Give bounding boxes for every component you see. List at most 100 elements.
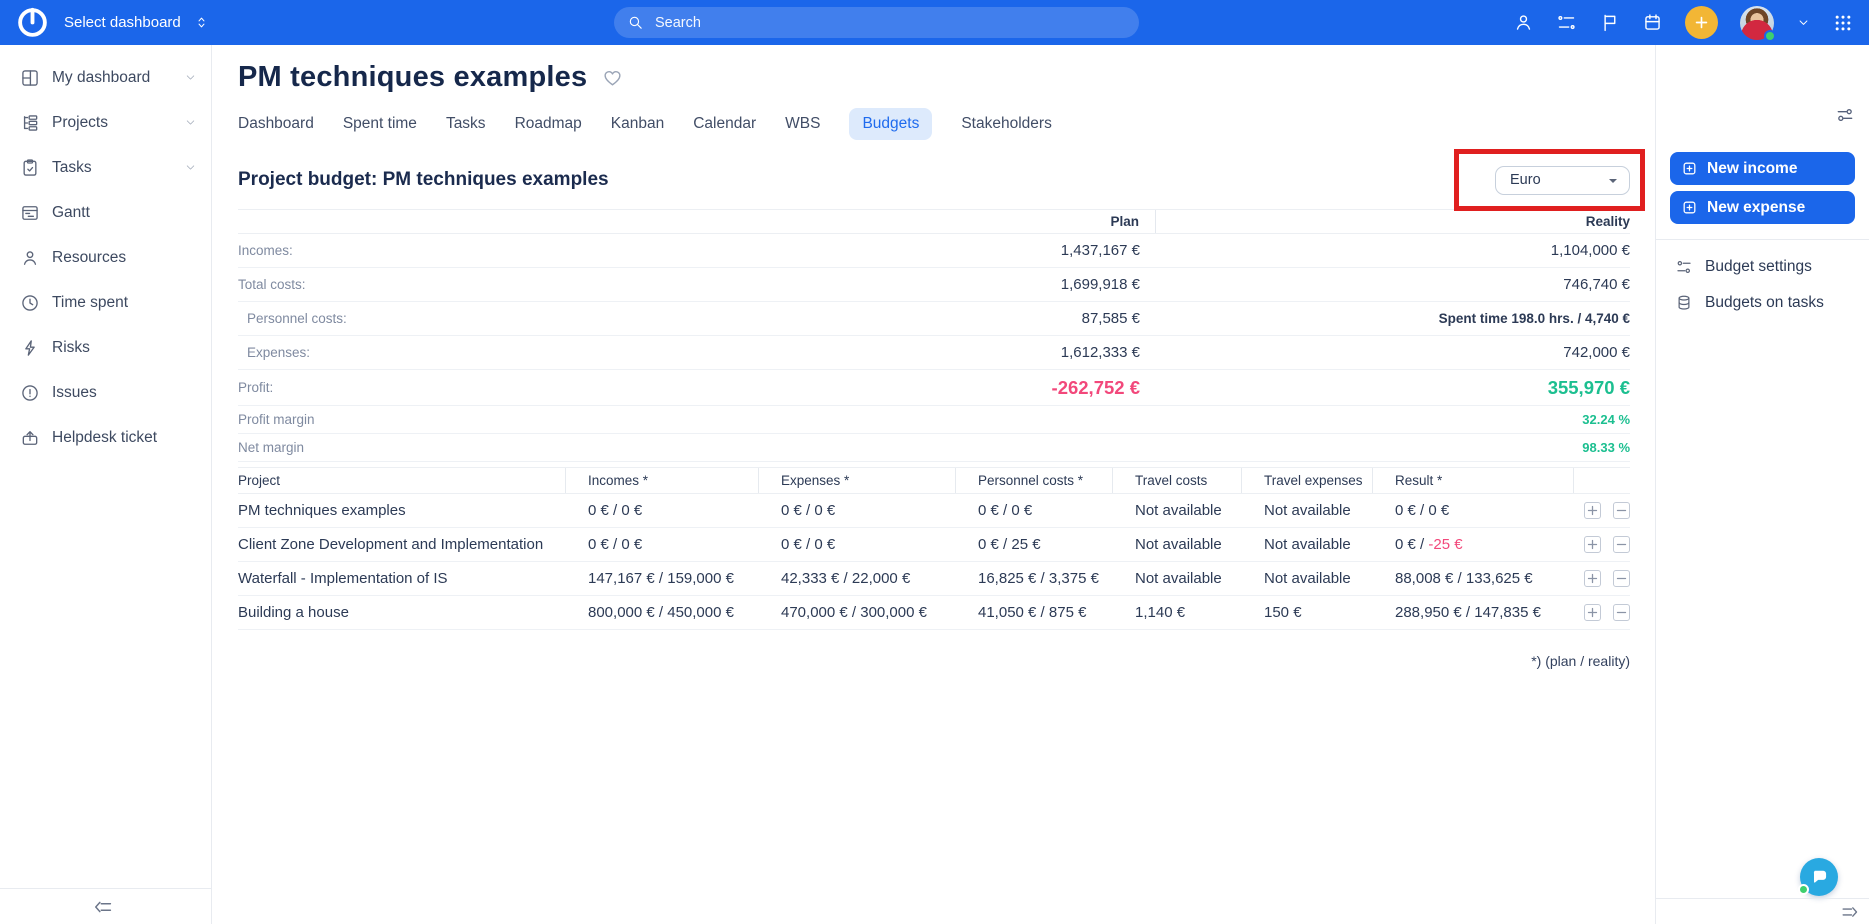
online-status-dot bbox=[1764, 29, 1776, 42]
new-income-button[interactable]: New income bbox=[1670, 152, 1855, 185]
budget-settings-link[interactable]: Budget settings bbox=[1670, 258, 1855, 276]
add-button[interactable] bbox=[1685, 6, 1718, 39]
row-label: Personnel costs: bbox=[247, 311, 347, 326]
expenses-cell: 470,000 € / 300,000 € bbox=[781, 604, 927, 621]
plan-value: 87,585 € bbox=[1081, 310, 1140, 327]
personnel-costs-cell: 16,825 € / 3,375 € bbox=[978, 570, 1099, 587]
global-search[interactable] bbox=[614, 7, 1139, 38]
table-row: Client Zone Development and Implementati… bbox=[238, 528, 1630, 562]
sort-chevrons-icon bbox=[198, 17, 205, 28]
chevron-down-icon[interactable] bbox=[1796, 15, 1811, 30]
clock-icon bbox=[22, 294, 38, 311]
tab-spent-time[interactable]: Spent time bbox=[342, 115, 417, 132]
dashboard-selector-label: Select dashboard bbox=[64, 14, 181, 31]
result-cell: 288,950 € / 147,835 € bbox=[1395, 604, 1541, 621]
row-actions bbox=[1574, 502, 1630, 519]
search-icon bbox=[629, 16, 642, 29]
add-row-button[interactable] bbox=[1584, 536, 1601, 553]
negative-result-value: -25 € bbox=[1428, 536, 1463, 553]
plan-reality-footnote: *) (plan / reality) bbox=[1531, 653, 1630, 669]
new-expense-button[interactable]: New expense bbox=[1670, 191, 1855, 224]
personnel-costs-cell: 0 € / 25 € bbox=[978, 536, 1041, 553]
collapse-left-icon[interactable] bbox=[93, 896, 115, 918]
expand-right-icon[interactable] bbox=[1839, 902, 1859, 922]
tab-roadmap[interactable]: Roadmap bbox=[514, 115, 582, 132]
travel-expenses-cell: Not available bbox=[1264, 536, 1351, 553]
result-cell: 0 € / -25 € bbox=[1395, 536, 1463, 553]
gantt-icon bbox=[22, 205, 38, 220]
tasks-icon bbox=[23, 158, 37, 176]
plan-value: 1,437,167 € bbox=[1060, 242, 1140, 259]
favorite-heart-icon[interactable] bbox=[602, 67, 623, 88]
col-header-actions bbox=[1574, 468, 1630, 493]
add-row-button[interactable] bbox=[1584, 502, 1601, 519]
apps-grid-icon[interactable] bbox=[1833, 13, 1853, 33]
col-header-travel-expenses: Travel expenses bbox=[1242, 468, 1373, 493]
row-label: Total costs: bbox=[238, 277, 306, 292]
budgets-on-tasks-link[interactable]: Budgets on tasks bbox=[1670, 294, 1855, 312]
chat-widget-button[interactable] bbox=[1798, 858, 1838, 896]
budgets-on-tasks-label: Budgets on tasks bbox=[1705, 294, 1824, 311]
currency-select[interactable]: Euro bbox=[1495, 165, 1630, 195]
resources-icon bbox=[23, 250, 37, 265]
row-actions bbox=[1574, 536, 1630, 553]
panel-tools bbox=[1670, 45, 1855, 125]
tab-budgets[interactable]: Budgets bbox=[849, 108, 933, 140]
app-logo-icon[interactable] bbox=[16, 6, 49, 39]
sidebar-item-tasks[interactable]: Tasks bbox=[0, 145, 211, 190]
summary-row-profit: Profit: -262,752 € 355,970 € bbox=[238, 370, 1630, 406]
budget-header: Project budget: PM techniques examples E… bbox=[238, 148, 1645, 211]
checklist-icon[interactable] bbox=[1556, 12, 1577, 33]
remove-row-button[interactable] bbox=[1613, 536, 1630, 553]
boxed-plus-icon bbox=[1683, 201, 1696, 214]
projects-table-header: Project Incomes * Expenses * Personnel c… bbox=[238, 467, 1630, 494]
sidebar-item-label: Issues bbox=[52, 383, 97, 401]
search-input[interactable] bbox=[653, 13, 1126, 32]
tab-wbs[interactable]: WBS bbox=[785, 115, 821, 132]
tab-stakeholders[interactable]: Stakeholders bbox=[961, 115, 1052, 132]
helpdesk-icon bbox=[22, 430, 38, 445]
result-cell: 0 € / 0 € bbox=[1395, 502, 1450, 519]
reality-value: 32.24 % bbox=[1582, 412, 1630, 427]
tab-kanban[interactable]: Kanban bbox=[610, 115, 665, 132]
summary-row-total-costs: Total costs: 1,699,918 € 746,740 € bbox=[238, 268, 1630, 302]
add-row-button[interactable] bbox=[1584, 570, 1601, 587]
plus-icon bbox=[1695, 16, 1708, 29]
flag-icon[interactable] bbox=[1599, 12, 1620, 33]
reality-value: 1,104,000 € bbox=[1550, 242, 1630, 259]
sidebar-item-risks[interactable]: Risks bbox=[0, 325, 211, 370]
col-header-incomes: Incomes * bbox=[566, 468, 759, 493]
sidebar-item-my-dashboard[interactable]: My dashboard bbox=[0, 55, 211, 100]
summary-row-net-margin: Net margin 98.33 % bbox=[238, 434, 1630, 462]
sidebar-item-projects[interactable]: Projects bbox=[0, 100, 211, 145]
chevron-down-icon bbox=[186, 75, 195, 80]
avatar[interactable] bbox=[1740, 5, 1776, 42]
travel-costs-cell: Not available bbox=[1135, 536, 1222, 553]
sidebar-item-helpdesk-ticket[interactable]: Helpdesk ticket bbox=[0, 415, 211, 460]
user-icon[interactable] bbox=[1513, 12, 1534, 33]
filter-sliders-icon[interactable] bbox=[1835, 105, 1855, 125]
sidebar-item-resources[interactable]: Resources bbox=[0, 235, 211, 280]
summary-row-expenses: Expenses: 1,612,333 € 742,000 € bbox=[238, 336, 1630, 370]
calendar-icon[interactable] bbox=[1642, 12, 1663, 33]
projects-budget-table: Project Incomes * Expenses * Personnel c… bbox=[238, 467, 1630, 630]
currency-select-wrap: Euro bbox=[1454, 148, 1645, 211]
tab-dashboard[interactable]: Dashboard bbox=[238, 115, 314, 132]
sidebar-item-time-spent[interactable]: Time spent bbox=[0, 280, 211, 325]
sidebar-item-gantt[interactable]: Gantt bbox=[0, 190, 211, 235]
project-name: Building a house bbox=[238, 604, 349, 621]
dashboard-selector[interactable]: Select dashboard bbox=[64, 14, 209, 31]
currency-selected-value: Euro bbox=[1510, 172, 1541, 188]
remove-row-button[interactable] bbox=[1613, 604, 1630, 621]
tab-tasks[interactable]: Tasks bbox=[445, 115, 486, 132]
remove-row-button[interactable] bbox=[1613, 502, 1630, 519]
sidebar-item-issues[interactable]: Issues bbox=[0, 370, 211, 415]
travel-costs-cell: Not available bbox=[1135, 570, 1222, 587]
chevron-down-icon bbox=[186, 165, 195, 170]
remove-row-button[interactable] bbox=[1613, 570, 1630, 587]
tab-calendar[interactable]: Calendar bbox=[693, 115, 757, 132]
add-row-button[interactable] bbox=[1584, 604, 1601, 621]
main-content: PM techniques examples Dashboard Spent t… bbox=[212, 45, 1655, 924]
reality-value: 742,000 € bbox=[1563, 344, 1630, 361]
settings-sliders-icon bbox=[1677, 261, 1691, 274]
